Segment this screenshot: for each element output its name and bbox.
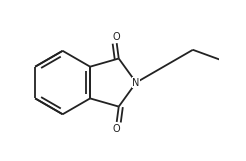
Text: O: O	[113, 124, 121, 134]
Text: O: O	[113, 32, 121, 42]
Text: N: N	[132, 78, 140, 88]
